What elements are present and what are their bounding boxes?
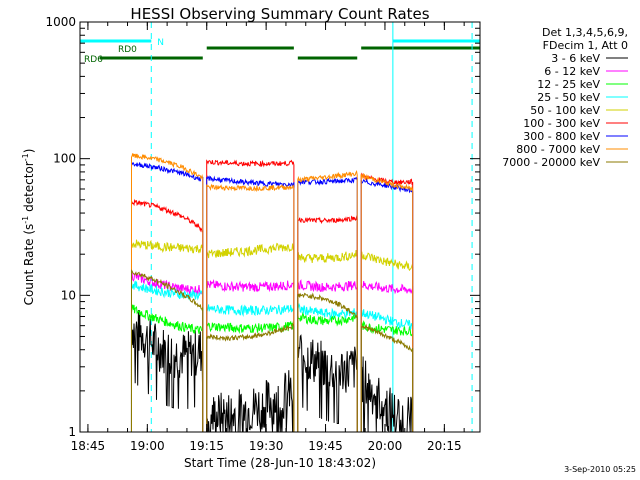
legend-label: 25 - 50 keV <box>537 91 600 104</box>
y-tick-label: 1000 <box>45 15 76 29</box>
y-axis-label-exponent: -1 <box>21 216 30 224</box>
legend-label: 3 - 6 keV <box>551 52 600 65</box>
series-line <box>130 280 204 433</box>
series-line <box>297 334 358 433</box>
series-line <box>360 281 414 433</box>
y-tick-label: 10 <box>61 288 76 302</box>
series-line <box>360 309 414 433</box>
series-line <box>206 175 295 433</box>
series-line <box>297 292 358 433</box>
legend-label: 12 - 25 keV <box>537 78 600 91</box>
timestamp: 3-Sep-2010 05:25 <box>564 465 636 474</box>
series-line <box>206 242 295 433</box>
series-line <box>130 304 204 433</box>
series-line <box>360 323 414 433</box>
y-axis-label-exponent: -1 <box>21 153 30 161</box>
x-axis-label: Start Time (28-Jun-10 18:43:02) <box>184 456 376 470</box>
series-line <box>130 239 204 433</box>
series-line <box>206 304 295 433</box>
series-line <box>297 169 358 433</box>
legend-header: FDecim 1, Att 0 <box>543 39 628 52</box>
legend-label: 800 - 7000 keV <box>516 143 600 156</box>
y-axis-label-part: Count Rate (s <box>22 224 36 306</box>
y-axis-label-part: detector <box>22 161 36 216</box>
series-line <box>206 159 295 433</box>
chart-title: HESSI Observing Summary Count Rates <box>130 5 429 23</box>
x-tick-label: 19:45 <box>308 439 343 453</box>
x-tick-label: 19:00 <box>130 439 165 453</box>
series-line <box>206 370 295 433</box>
flag-bars: N RD0 RD6 <box>80 38 480 65</box>
y-axis-label: Count Rate (s-1 detector-1) <box>21 149 36 306</box>
series-line <box>297 215 358 433</box>
legend-label: 7000 - 20000 keV <box>502 156 600 169</box>
series-line <box>130 162 204 433</box>
series-line <box>360 251 414 433</box>
legend-label: 100 - 300 keV <box>523 117 600 130</box>
series-line <box>360 320 414 433</box>
x-tick-label: 20:00 <box>368 439 403 453</box>
series-line <box>130 269 204 433</box>
legend-label: 300 - 800 keV <box>523 130 600 143</box>
x-tick-label: 18:45 <box>71 439 106 453</box>
series-line <box>297 311 358 433</box>
x-tick-label: 19:30 <box>249 439 284 453</box>
series-group <box>130 153 414 433</box>
series-line <box>206 279 295 433</box>
y-tick-label: 100 <box>53 152 76 166</box>
plot-frame <box>79 21 481 433</box>
y-tick-label: 1 <box>68 425 76 439</box>
series-line <box>130 153 204 433</box>
x-tick-label: 19:15 <box>189 439 224 453</box>
legend-label: 50 - 100 keV <box>530 104 600 117</box>
legend-label: 6 - 12 keV <box>544 65 600 78</box>
y-axis: 1 10 100 1000 <box>45 15 480 439</box>
marker-lines <box>79 22 473 432</box>
x-tick-label: 20:15 <box>427 439 462 453</box>
series-line <box>206 183 295 433</box>
legend-header: Det 1,3,4,5,6,9, <box>542 26 628 39</box>
flag-label-rd0: RD0 <box>118 45 137 55</box>
flag-label-rd6: RD6 <box>84 55 103 65</box>
series-line <box>297 249 358 433</box>
series-line <box>130 309 204 433</box>
y-axis-label-part: ) <box>22 149 36 154</box>
series-line <box>360 356 413 433</box>
series-line <box>297 279 358 433</box>
series-line <box>130 198 204 433</box>
series-line <box>360 172 414 433</box>
x-axis: 18:45 19:00 19:15 19:30 19:45 20:00 20:15 <box>71 22 465 453</box>
legend: Det 1,3,4,5,6,9,FDecim 1, Att 03 - 6 keV… <box>502 26 628 169</box>
flag-label-n: N <box>157 38 164 48</box>
series-line <box>206 323 295 433</box>
